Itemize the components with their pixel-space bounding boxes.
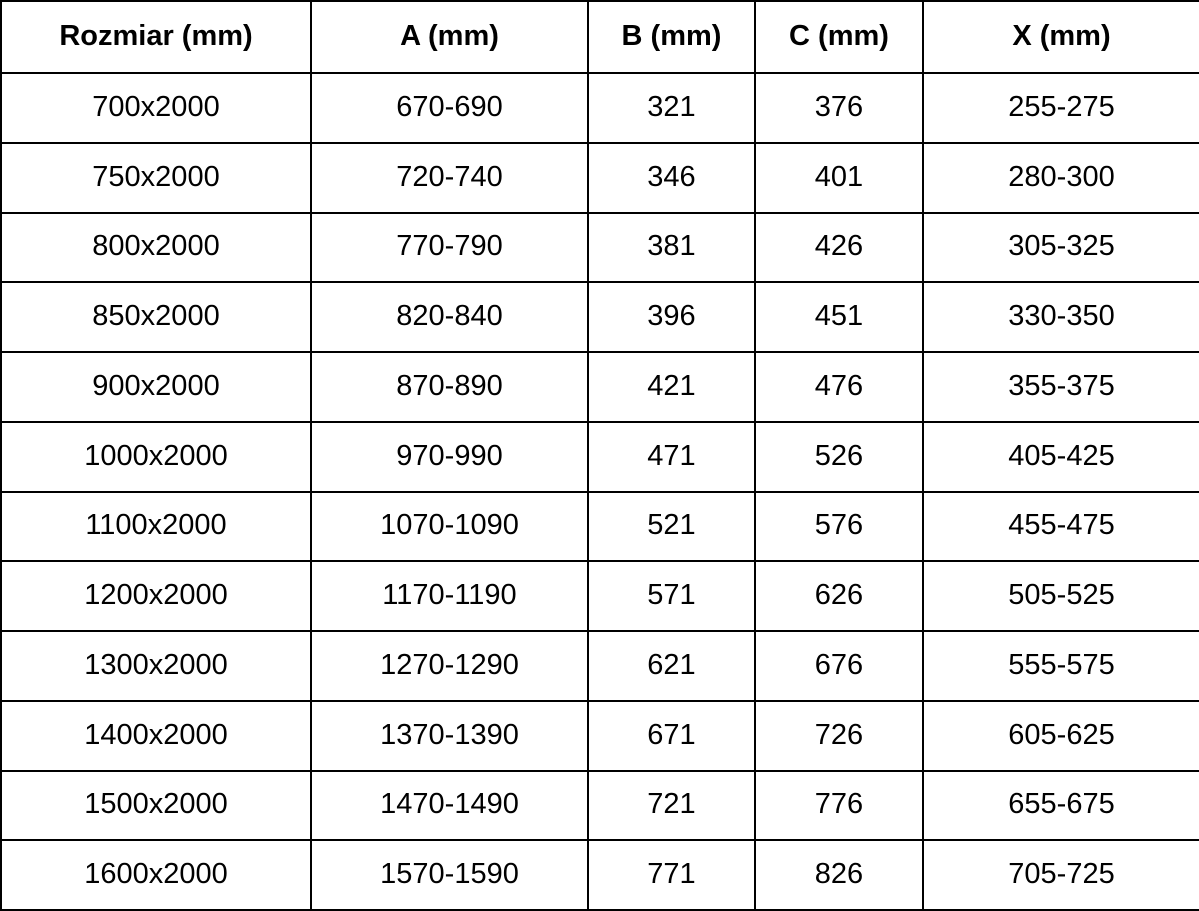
table-cell: 770-790 [310, 211, 589, 284]
table-cell: 655-675 [922, 769, 1199, 842]
table-body: 700x2000 670-690 321 376 255-275 750x2000 720-… [0, 72, 1199, 911]
table-cell: 321 [587, 72, 756, 144]
table-cell: 476 [754, 351, 924, 423]
table-cell: 555-575 [922, 630, 1199, 702]
table-cell: 381 [587, 211, 756, 284]
table-cell: 471 [587, 420, 756, 493]
table-cell: 255-275 [922, 72, 1199, 144]
table-row: 900x2000 870-890 421 476 355-375 [0, 351, 1199, 423]
table-cell: 870-890 [310, 351, 589, 423]
table-cell: 1270-1290 [310, 630, 589, 702]
table-cell: 405-425 [922, 420, 1199, 493]
table-cell: 1000x2000 [0, 420, 312, 493]
table-row: 1300x2000 1270-1290 621 676 555-575 [0, 630, 1199, 702]
table-cell: 1470-1490 [310, 769, 589, 842]
table-cell: 676 [754, 630, 924, 702]
table-cell: 1170-1190 [310, 560, 589, 632]
table-cell: 621 [587, 630, 756, 702]
table-cell: 626 [754, 560, 924, 632]
table-cell: 1070-1090 [310, 490, 589, 563]
table-cell: 605-625 [922, 699, 1199, 772]
table-cell: 280-300 [922, 141, 1199, 214]
table-row: 1000x2000 970-990 471 526 405-425 [0, 420, 1199, 493]
table-cell: 800x2000 [0, 211, 312, 284]
table-cell: 376 [754, 72, 924, 144]
table-cell: 355-375 [922, 351, 1199, 423]
column-header-rozmiar: Rozmiar (mm) [0, 0, 312, 74]
table-row: 700x2000 670-690 321 376 255-275 [0, 72, 1199, 144]
table-cell: 1600x2000 [0, 839, 312, 911]
table-cell: 1500x2000 [0, 769, 312, 842]
table-row: 1500x2000 1470-1490 721 776 655-675 [0, 769, 1199, 842]
table-cell: 576 [754, 490, 924, 563]
table-cell: 970-990 [310, 420, 589, 493]
column-header-b: B (mm) [587, 0, 756, 74]
column-header-x: X (mm) [922, 0, 1199, 74]
table-row: 750x2000 720-740 346 401 280-300 [0, 141, 1199, 214]
table-cell: 526 [754, 420, 924, 493]
table-cell: 421 [587, 351, 756, 423]
table-row: 1600x2000 1570-1590 771 826 705-725 [0, 839, 1199, 911]
table-cell: 1200x2000 [0, 560, 312, 632]
table-cell: 1370-1390 [310, 699, 589, 772]
table-cell: 826 [754, 839, 924, 911]
table-cell: 850x2000 [0, 281, 312, 353]
table-cell: 671 [587, 699, 756, 772]
table-cell: 401 [754, 141, 924, 214]
table-cell: 451 [754, 281, 924, 353]
table-cell: 705-725 [922, 839, 1199, 911]
column-header-a: A (mm) [310, 0, 589, 74]
table-cell: 726 [754, 699, 924, 772]
table-row: 800x2000 770-790 381 426 305-325 [0, 211, 1199, 284]
table-cell: 820-840 [310, 281, 589, 353]
table-cell: 455-475 [922, 490, 1199, 563]
table-cell: 720-740 [310, 141, 589, 214]
table-cell: 900x2000 [0, 351, 312, 423]
table-cell: 571 [587, 560, 756, 632]
table-cell: 1570-1590 [310, 839, 589, 911]
table-header: Rozmiar (mm) A (mm) B (mm) C (mm) X (mm) [0, 0, 1199, 74]
table-cell: 750x2000 [0, 141, 312, 214]
table-cell: 396 [587, 281, 756, 353]
table-cell: 521 [587, 490, 756, 563]
header-row: Rozmiar (mm) A (mm) B (mm) C (mm) X (mm) [0, 0, 1199, 74]
table-row: 850x2000 820-840 396 451 330-350 [0, 281, 1199, 353]
table-cell: 1300x2000 [0, 630, 312, 702]
table-cell: 1100x2000 [0, 490, 312, 563]
table-cell: 721 [587, 769, 756, 842]
table-cell: 305-325 [922, 211, 1199, 284]
table-cell: 1400x2000 [0, 699, 312, 772]
column-header-c: C (mm) [754, 0, 924, 74]
table-row: 1400x2000 1370-1390 671 726 605-625 [0, 699, 1199, 772]
table-cell: 330-350 [922, 281, 1199, 353]
table-cell: 776 [754, 769, 924, 842]
table-cell: 670-690 [310, 72, 589, 144]
table-cell: 426 [754, 211, 924, 284]
table-cell: 505-525 [922, 560, 1199, 632]
table-cell: 700x2000 [0, 72, 312, 144]
table-row: 1200x2000 1170-1190 571 626 505-525 [0, 560, 1199, 632]
table-cell: 346 [587, 141, 756, 214]
table-row: 1100x2000 1070-1090 521 576 455-475 [0, 490, 1199, 563]
table-cell: 771 [587, 839, 756, 911]
